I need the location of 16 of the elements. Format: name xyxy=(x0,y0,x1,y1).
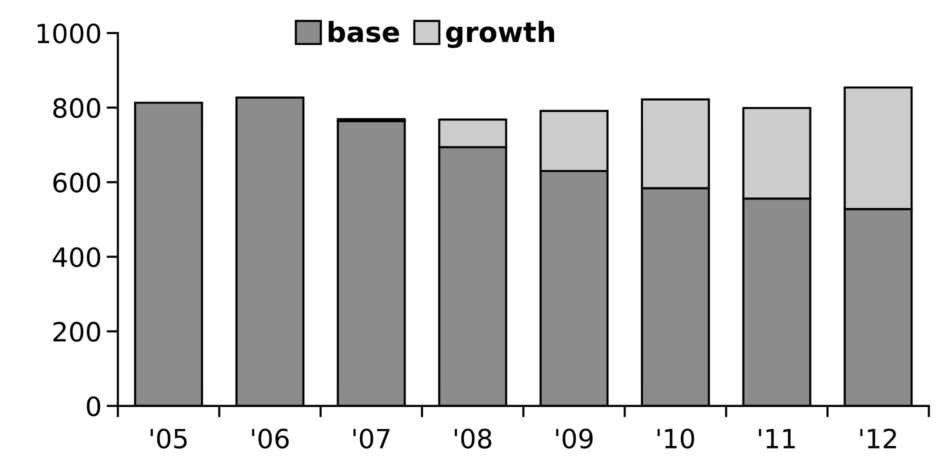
x-tick-label: '11 xyxy=(758,428,795,448)
x-tick-label: '12 xyxy=(860,428,896,448)
y-tick-label: 400 xyxy=(52,247,100,268)
x-tick-label: '08 xyxy=(454,428,492,449)
x-tick-label: '06 xyxy=(252,428,289,449)
x-tick-label: '10 xyxy=(658,428,694,449)
legend-label: base xyxy=(328,20,400,42)
y-tick-label: 800 xyxy=(53,98,100,118)
y-tick-label: 200 xyxy=(53,322,100,342)
x-tick-label: '05 xyxy=(150,428,187,449)
legend-label: growth xyxy=(446,20,554,48)
y-tick-label: 600 xyxy=(53,172,100,193)
x-tick-label: '07 xyxy=(353,428,390,449)
y-tick-label: 0 xyxy=(86,396,100,416)
x-tick-label: '09 xyxy=(556,428,593,449)
y-tick-label: 1000 xyxy=(38,23,100,44)
